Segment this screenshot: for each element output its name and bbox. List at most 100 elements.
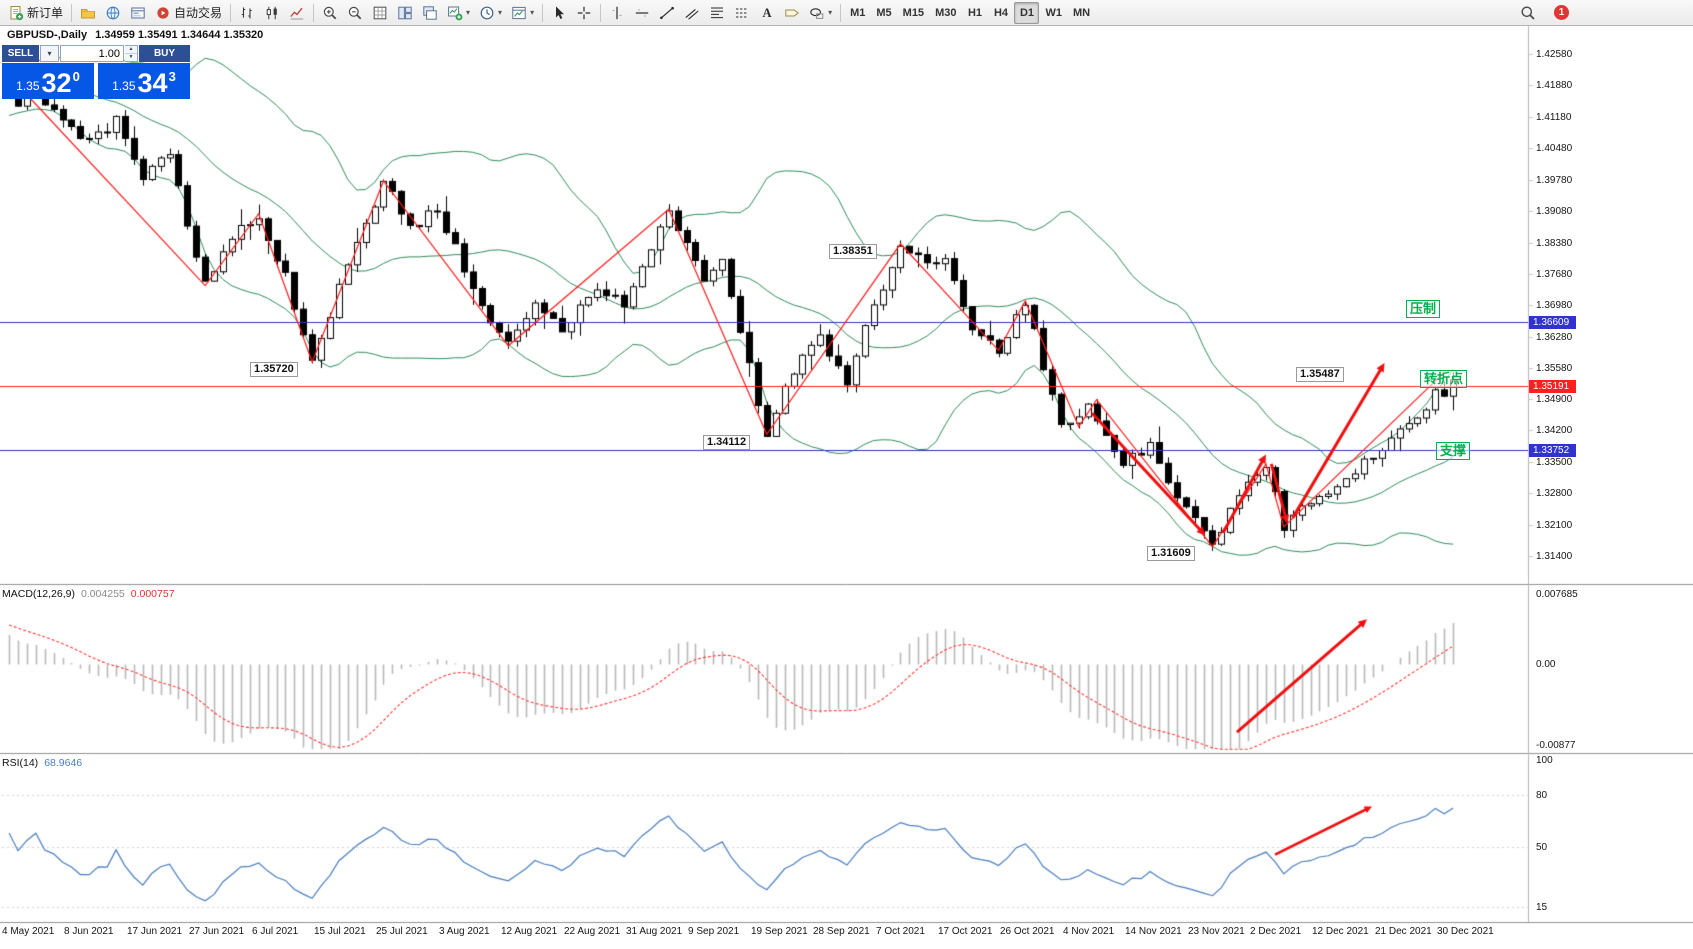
new-chart-button[interactable]: ▾ xyxy=(443,2,474,24)
trendline-button[interactable] xyxy=(655,2,679,24)
price-scale-label: 1.36980 xyxy=(1536,300,1573,311)
horizontal-levels-button[interactable] xyxy=(730,2,754,24)
macd-signal-value: 0.000757 xyxy=(130,588,175,600)
line-chart-type-button[interactable] xyxy=(285,2,309,24)
timeframe-h1[interactable]: H1 xyxy=(962,2,987,24)
cascade-windows-button[interactable] xyxy=(418,2,442,24)
level-price-tag[interactable]: 1.36609 xyxy=(1529,316,1576,329)
toolbar-separator xyxy=(542,3,544,22)
chart-ohlc-values: 1.34959 1.35491 1.34644 1.35320 xyxy=(95,29,264,41)
sell-button[interactable]: SELL xyxy=(2,45,39,62)
timeframe-h4[interactable]: H4 xyxy=(988,2,1013,24)
sell-price-prefix: 1.35 xyxy=(16,79,40,93)
spinner-down-icon: ▼ xyxy=(128,54,134,60)
price-scale-label: 1.34200 xyxy=(1536,425,1573,436)
price-scale-label: 1.41880 xyxy=(1536,80,1573,91)
charts-window-button[interactable] xyxy=(76,2,100,24)
buy-price-display[interactable]: 1.35 34 3 xyxy=(98,63,190,99)
notification-badge[interactable]: 1 xyxy=(1554,5,1569,20)
macd-name: MACD(12,26,9) xyxy=(2,588,75,600)
bar-chart-type-button[interactable] xyxy=(235,2,259,24)
date-label: 4 Nov 2021 xyxy=(1063,926,1115,937)
periods-button[interactable]: ▾ xyxy=(475,2,506,24)
trade-panel-controls: SELL ▾ ▲▼ BUY xyxy=(2,45,190,62)
sell-price-display[interactable]: 1.35 32 0 xyxy=(2,63,94,99)
date-label: 14 Nov 2021 xyxy=(1125,926,1182,937)
volume-input[interactable] xyxy=(60,45,124,62)
volume-dropdown[interactable]: ▾ xyxy=(40,45,59,62)
rsi-scale-label: 50 xyxy=(1536,842,1548,853)
price-scale-label: 1.41180 xyxy=(1536,112,1572,123)
zoom-in-button[interactable] xyxy=(318,2,342,24)
level-price-tag[interactable]: 1.35191 xyxy=(1529,380,1576,393)
price-scale-label: 1.32800 xyxy=(1536,488,1573,499)
timeframe-mn[interactable]: MN xyxy=(1068,2,1095,24)
price-scale-label: 1.38380 xyxy=(1536,238,1573,249)
line-chart-icon xyxy=(289,5,305,21)
bars-icon xyxy=(239,5,255,21)
price-scale-label: 1.39780 xyxy=(1536,175,1573,186)
macd-label: MACD(12,26,9) 0.004255 0.000757 xyxy=(2,588,175,600)
equidistant-channel-button[interactable] xyxy=(680,2,704,24)
candlestick-chart-type-button[interactable] xyxy=(260,2,284,24)
resistance-label: 压制 xyxy=(1406,300,1441,318)
toolbar: 新订单 自动交易 ▾ ▾ ▾ A ▾ M1 M5 M15 M30 H1 H4 D1 W1 MN 1 xyxy=(0,0,1693,26)
timeframe-m1[interactable]: M1 xyxy=(845,2,870,24)
sell-price-big: 32 xyxy=(41,68,72,98)
clock-icon xyxy=(479,5,495,21)
search-icon xyxy=(1520,5,1536,21)
horizontal-line-button[interactable] xyxy=(630,2,654,24)
timeframe-m15[interactable]: M15 xyxy=(898,2,929,24)
timeframe-m30-label: M30 xyxy=(935,6,957,19)
folder-icon xyxy=(80,5,96,21)
buy-button[interactable]: BUY xyxy=(139,45,190,62)
crosshair-button[interactable] xyxy=(572,2,596,24)
svg-text:A: A xyxy=(763,6,772,20)
chevron-down-icon: ▾ xyxy=(498,7,503,17)
date-label: 28 Sep 2021 xyxy=(813,926,870,937)
date-label: 17 Jun 2021 xyxy=(127,926,183,937)
price-annotation: 1.35720 xyxy=(250,362,298,377)
timeframe-m30[interactable]: M30 xyxy=(930,2,961,24)
market-watch-button[interactable] xyxy=(101,2,125,24)
rsi-value: 68.9646 xyxy=(44,757,83,769)
timeframe-m1-label: M1 xyxy=(850,6,866,19)
timeframe-d1-label: D1 xyxy=(1019,6,1034,19)
date-label: 2 Dec 2021 xyxy=(1250,926,1302,937)
level-price-tag[interactable]: 1.33752 xyxy=(1529,444,1576,457)
zoom-out-icon xyxy=(347,5,363,21)
chevron-down-icon: ▾ xyxy=(828,7,833,17)
timeframe-w1[interactable]: W1 xyxy=(1040,2,1067,24)
timeframe-d1[interactable]: D1 xyxy=(1014,1,1040,24)
candles-icon xyxy=(264,5,280,21)
buy-price-sup: 3 xyxy=(168,69,176,84)
vertical-line-button[interactable] xyxy=(605,2,629,24)
price-scale-label: 1.42580 xyxy=(1536,49,1573,60)
timeframe-m5[interactable]: M5 xyxy=(871,2,896,24)
rsi-scale-label: 80 xyxy=(1536,790,1548,801)
shapes-button[interactable]: ▾ xyxy=(805,2,836,24)
date-label: 21 Dec 2021 xyxy=(1375,926,1432,937)
timeframe-m15-label: M15 xyxy=(902,6,925,19)
new-order-button[interactable]: 新订单 xyxy=(4,2,67,24)
price-scale[interactable] xyxy=(1528,26,1693,923)
search-button[interactable] xyxy=(1516,2,1540,24)
text-label-button[interactable] xyxy=(780,2,804,24)
grid-button[interactable] xyxy=(368,2,392,24)
date-label: 31 Aug 2021 xyxy=(626,926,683,937)
tile-windows-button[interactable] xyxy=(393,2,417,24)
fibonacci-button[interactable] xyxy=(705,2,729,24)
date-label: 19 Sep 2021 xyxy=(751,926,808,937)
price-annotation: 1.38351 xyxy=(829,244,877,259)
chart-symbol-period: GBPUSD-,Daily xyxy=(7,29,88,41)
cursor-button[interactable] xyxy=(547,2,571,24)
templates-button[interactable]: ▾ xyxy=(507,2,538,24)
volume-spinner[interactable]: ▲ ▼ xyxy=(125,45,138,62)
autotrading-button[interactable]: 自动交易 xyxy=(151,2,226,24)
terminal-button[interactable] xyxy=(126,2,150,24)
text-button[interactable]: A xyxy=(755,2,779,24)
text-icon: A xyxy=(759,5,775,21)
zoom-out-button[interactable] xyxy=(343,2,367,24)
date-label: 23 Nov 2021 xyxy=(1188,926,1245,937)
